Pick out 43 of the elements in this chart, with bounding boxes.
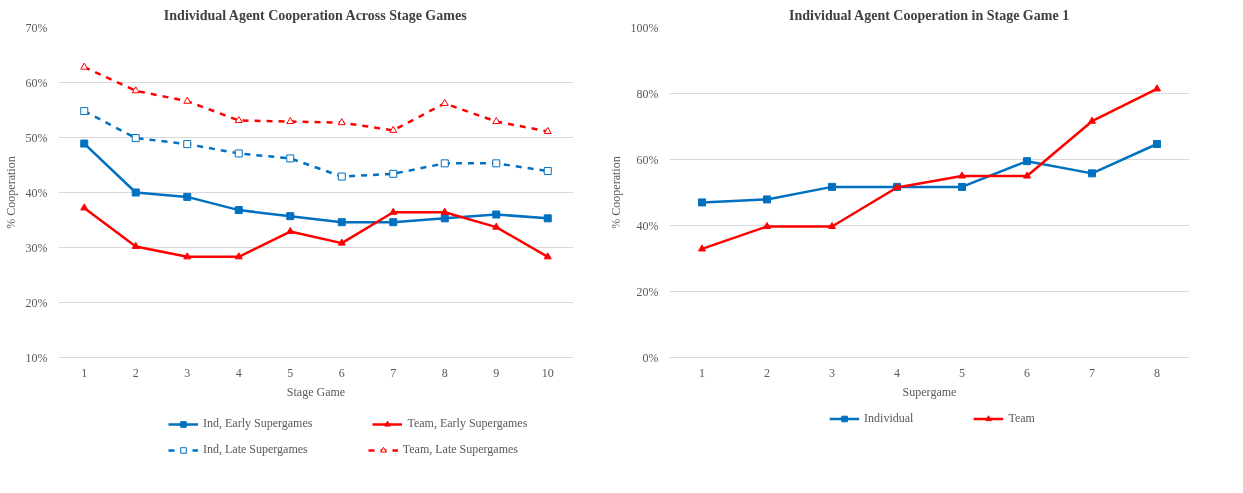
legend-label: Team, Early Supergames	[407, 416, 528, 431]
y-tick-label: 60%	[636, 152, 659, 167]
y-tick-label: 30%	[25, 240, 48, 255]
chart-title: Individual Agent Cooperation Across Stage Games	[163, 7, 468, 23]
chart-title: Individual Agent Cooperation in Stage Game 1	[789, 7, 1070, 23]
x-tick-label: 8	[1154, 365, 1160, 380]
x-tick-label: 9	[493, 365, 500, 380]
y-tick-label: 60%	[25, 75, 48, 90]
x-tick-label: 1	[81, 365, 88, 380]
x-tick-label: 8	[441, 365, 448, 380]
x-tick-label: 7	[1089, 365, 1095, 380]
x-tick-label: 3	[184, 365, 191, 380]
legend-label: Team	[1008, 410, 1035, 426]
x-tick-label: 5	[287, 365, 294, 380]
y-tick-label: 40%	[636, 218, 659, 233]
x-tick-label: 3	[829, 365, 835, 380]
y-axis-title: % Cooperation	[3, 156, 18, 229]
y-tick-label: 0%	[642, 350, 659, 365]
x-tick-label: 10	[541, 365, 554, 380]
y-tick-label: 70%	[25, 20, 48, 35]
legend-label: Team, Late Supergames	[402, 442, 518, 457]
x-tick-label: 6	[1024, 365, 1030, 380]
x-tick-label: 5	[959, 365, 965, 380]
legend-label: Ind, Early Supergames	[203, 416, 313, 431]
x-tick-label: 4	[894, 365, 900, 380]
y-tick-label: 20%	[25, 295, 48, 310]
x-tick-label: 6	[338, 365, 345, 380]
x-tick-label: 7	[390, 365, 397, 380]
y-axis-title: % Cooperation	[608, 156, 623, 229]
y-tick-label: 20%	[636, 284, 659, 299]
legend-label: Individual	[864, 410, 914, 426]
legend-label: Ind, Late Supergames	[203, 442, 308, 457]
x-tick-label: 4	[235, 365, 242, 380]
x-tick-label: 2	[764, 365, 770, 380]
x-tick-label: 2	[132, 365, 139, 380]
y-tick-label: 80%	[636, 86, 659, 101]
x-tick-label: 1	[699, 365, 705, 380]
y-tick-label: 10%	[25, 350, 48, 365]
x-axis-title: Stage Game	[286, 384, 346, 399]
y-tick-label: 50%	[25, 130, 48, 145]
y-tick-label: 40%	[25, 185, 48, 200]
x-axis-title: Supergame	[902, 384, 957, 399]
y-tick-label: 100%	[630, 20, 659, 35]
